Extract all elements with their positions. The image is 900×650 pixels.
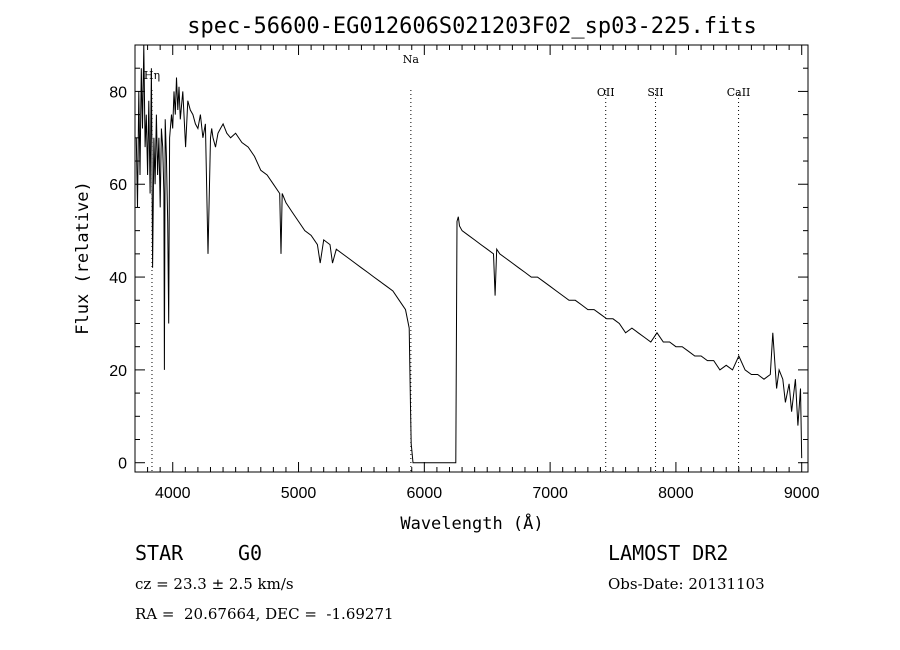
- x-tick-label: 6000: [407, 485, 443, 502]
- x-axis-label: Wavelength (Å): [400, 512, 543, 534]
- y-tick-label: 60: [109, 177, 127, 194]
- obs-date: Obs-Date: 20131103: [608, 575, 765, 593]
- y-tick-label: 20: [109, 363, 127, 380]
- cz-readout: cz = 23.3 ± 2.5 km/s: [135, 575, 294, 593]
- x-axis-ticks: 4000 5000 6000 7000 8000 9000: [147, 45, 820, 502]
- x-tick-label: 4000: [155, 485, 191, 502]
- coords-readout: RA = 20.67664, DEC = -1.69271: [135, 605, 394, 623]
- survey-label: LAMOST DR2: [608, 541, 729, 565]
- x-tick-label: 7000: [532, 485, 568, 502]
- marker-label-4: CaII: [727, 86, 751, 99]
- subclass-label: G0: [238, 541, 263, 565]
- y-tick-label: 80: [109, 84, 127, 101]
- plot-frame: [134, 44, 809, 473]
- x-tick-label: 5000: [281, 485, 317, 502]
- marker-label-3: SII: [647, 86, 663, 99]
- x-tick-label: 9000: [784, 485, 820, 502]
- y-tick-label: 40: [109, 270, 127, 287]
- y-axis-ticks: 0 20 40 60 80: [109, 44, 808, 473]
- chart-title: spec-56600-EG012606S021203F02_sp03-225.f…: [187, 14, 757, 39]
- class-label: STAR: [135, 541, 184, 565]
- marker-label-2: OII: [597, 86, 615, 99]
- marker-label-0: Hη: [144, 69, 160, 82]
- y-tick-label: 0: [118, 456, 127, 473]
- series-line-spectrum: [135, 44, 803, 464]
- x-tick-label: 8000: [658, 485, 694, 502]
- marker-label-1: Na: [403, 53, 420, 66]
- y-axis-label: Flux (relative): [73, 181, 93, 335]
- line-markers: Hη Na OII SII CaII: [144, 53, 751, 472]
